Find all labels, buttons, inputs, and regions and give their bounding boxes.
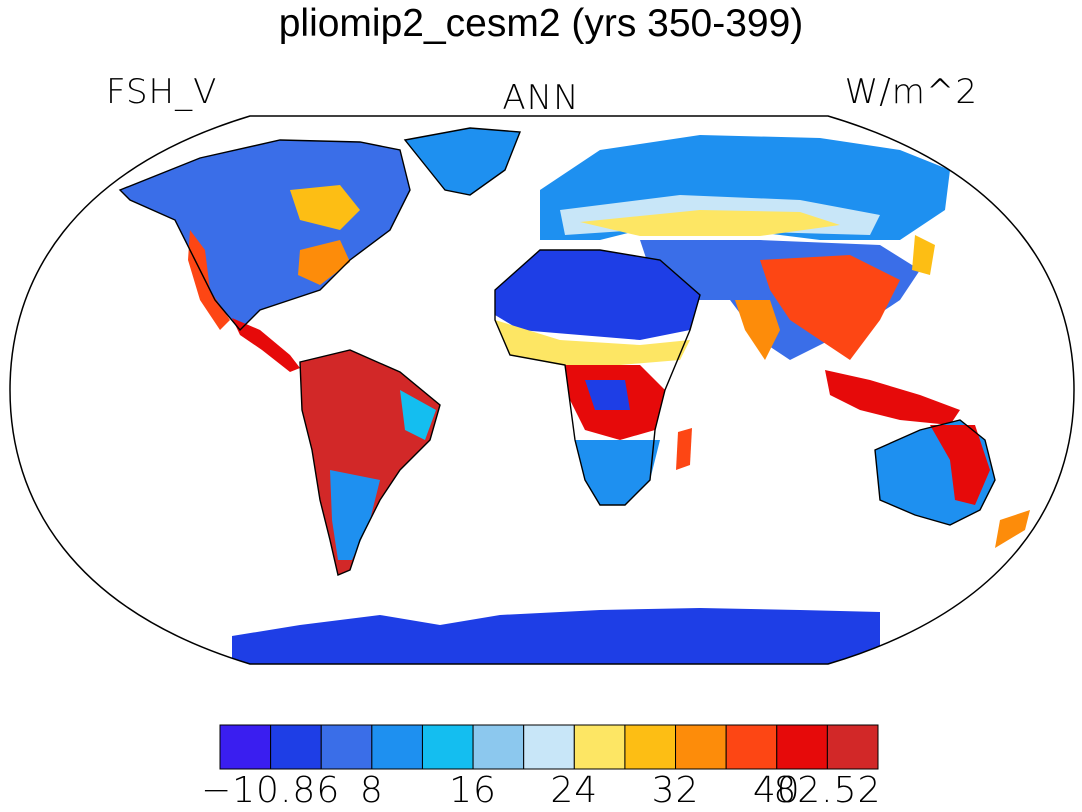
sa-east-blue (400, 390, 436, 440)
land-field (118, 127, 1030, 664)
colorbar-swatch (320, 724, 373, 770)
colorbar-tick-label: 8 (359, 770, 384, 811)
colorbar-swatch (523, 724, 575, 770)
india-warm (735, 300, 780, 360)
eurasia-yellow-band (580, 210, 840, 236)
na-central-yellow (290, 185, 360, 230)
east-asia-warm (760, 255, 900, 360)
units-label: W/m^2 (844, 72, 978, 112)
colorbar-tick-label: 24 (550, 770, 599, 811)
maritime-se-asia (825, 370, 960, 425)
colorbar-swatch (270, 724, 322, 770)
sa-south-blue (330, 470, 380, 560)
colorbar-swatch (725, 724, 778, 770)
madagascar (676, 428, 692, 470)
colorbar-tick-label: 82.52 (773, 770, 882, 811)
greenland (405, 128, 520, 195)
south-america (300, 350, 440, 575)
japan (912, 235, 935, 275)
globe-outline (9, 115, 1075, 665)
colorbar-swatch (371, 724, 423, 770)
colorbar-swatch (472, 724, 525, 770)
colorbar-swatch (573, 724, 626, 770)
australia-east-warm (930, 425, 990, 505)
africa-sahel (495, 320, 690, 365)
season-label: ANN (502, 78, 580, 118)
colorbar-swatch (826, 724, 879, 770)
colorbar-tick-label: 40 (752, 770, 801, 811)
colorbar-swatch (219, 724, 272, 770)
north-america (120, 140, 410, 330)
antarctica (232, 608, 880, 664)
colorbar-tick-label: 16 (449, 770, 497, 811)
colorbar (219, 724, 879, 770)
central-america (232, 318, 300, 372)
africa-north (495, 250, 700, 340)
colorbar-tick-label: 32 (651, 770, 700, 811)
colorbar-tick-label: −10.86 (200, 770, 341, 811)
plot-title: pliomip2_cesm2 (yrs 350-399) (278, 2, 804, 45)
na-east-warm (298, 240, 350, 285)
new-zealand (995, 510, 1030, 548)
variable-label: FSH_V (106, 72, 218, 112)
africa-central-blue (585, 380, 630, 410)
colorbar-swatch (421, 724, 474, 770)
colorbar-swatch (624, 724, 677, 770)
colorbar-ticks: −10.86 8 16 24 32 40 82.52 (0, 770, 1082, 812)
africa-south (575, 440, 660, 505)
coastlines (118, 127, 996, 576)
colorbar-swatch (675, 724, 727, 770)
colorbar-swatch (776, 724, 828, 770)
